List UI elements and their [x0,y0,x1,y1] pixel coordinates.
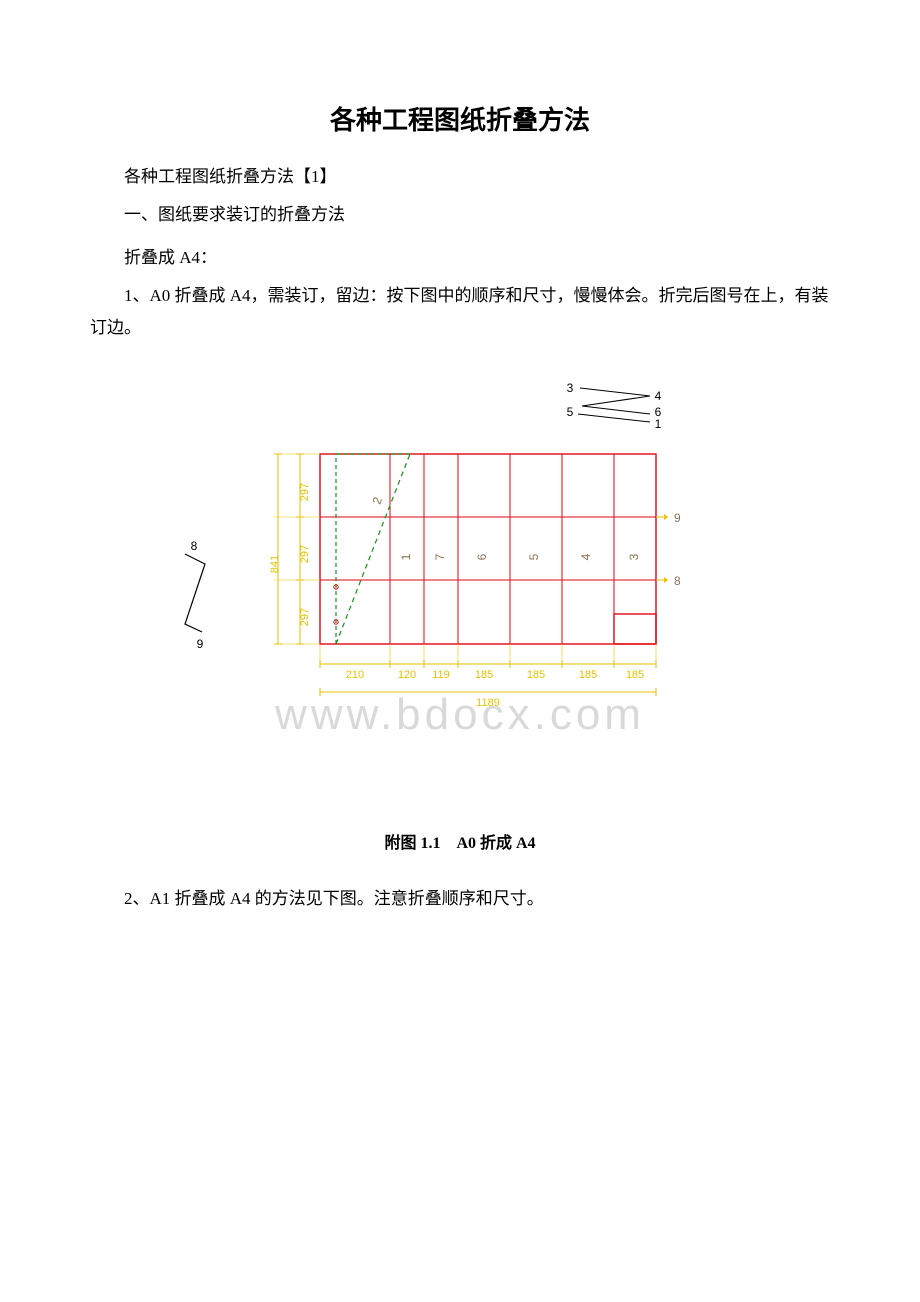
svg-text:8: 8 [191,539,198,553]
svg-text:3: 3 [567,381,574,395]
svg-text:1: 1 [655,417,662,431]
svg-text:1189: 1189 [476,697,500,709]
svg-text:6: 6 [475,554,489,561]
svg-text:3: 3 [627,554,641,561]
svg-text:185: 185 [527,669,545,681]
svg-text:297: 297 [299,545,311,563]
fold-diagram-a0: 8412972972972101201191851851851851189217… [90,364,830,769]
svg-text:5: 5 [567,405,574,419]
svg-text:841: 841 [269,555,281,573]
svg-text:210: 210 [346,669,364,681]
svg-text:9: 9 [197,637,204,651]
svg-text:185: 185 [579,669,597,681]
svg-text:4: 4 [579,554,593,561]
svg-text:9: 9 [674,511,681,525]
svg-text:5: 5 [527,554,541,561]
page-title: 各种工程图纸折叠方法 [90,100,830,137]
svg-text:185: 185 [475,669,493,681]
svg-text:119: 119 [432,669,450,681]
svg-text:2: 2 [370,495,386,506]
svg-text:297: 297 [299,608,311,626]
paragraph-2: 一、图纸要求装订的折叠方法 [90,199,830,231]
paragraph-1: 各种工程图纸折叠方法【1】 [90,161,830,193]
paragraph-5: 2、A1 折叠成 A4 的方法见下图。注意折叠顺序和尺寸。 [90,883,830,915]
paragraph-4: 1、A0 折叠成 A4，需装订，留边：按下图中的顺序和尺寸，慢慢体会。折完后图号… [90,280,830,345]
diagram-caption: 附图 1.1 A0 折成 A4 [90,829,830,853]
svg-text:297: 297 [299,483,311,501]
svg-text:1: 1 [399,554,413,561]
svg-text:120: 120 [398,669,416,681]
svg-text:4: 4 [655,389,662,403]
svg-text:7: 7 [433,554,447,561]
svg-text:185: 185 [626,669,644,681]
fold-diagram-svg: 8412972972972101201191851851851851189217… [90,364,830,764]
svg-text:8: 8 [674,574,681,588]
paragraph-3: 折叠成 A4： [90,242,830,274]
